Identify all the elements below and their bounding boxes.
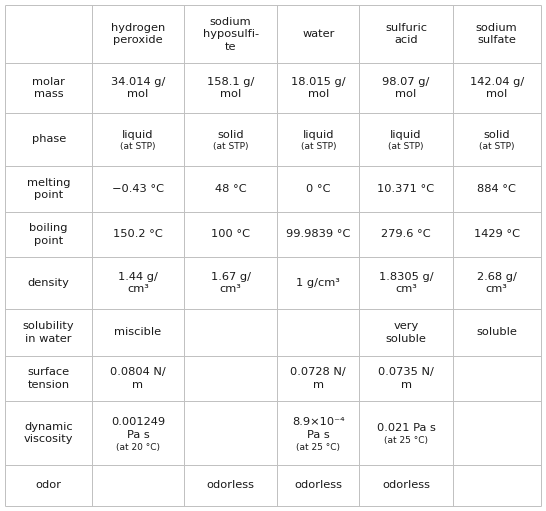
Text: (at STP): (at STP) (479, 142, 514, 151)
Text: liquid: liquid (390, 130, 422, 140)
Text: 48 °C: 48 °C (215, 184, 246, 194)
Text: surface
tension: surface tension (28, 367, 70, 389)
Text: 99.9839 °C: 99.9839 °C (286, 229, 351, 240)
Text: (at 25 °C): (at 25 °C) (384, 436, 428, 445)
Text: 1.67 g/
cm³: 1.67 g/ cm³ (211, 272, 251, 294)
Text: sodium
sulfate: sodium sulfate (476, 23, 518, 45)
Text: liquid: liquid (122, 130, 153, 140)
Text: very
soluble: very soluble (385, 321, 426, 343)
Text: liquid: liquid (302, 130, 334, 140)
Text: sulfuric
acid: sulfuric acid (385, 23, 427, 45)
Text: dynamic
viscosity: dynamic viscosity (24, 422, 74, 444)
Text: (at 25 °C): (at 25 °C) (296, 444, 340, 452)
Text: 18.015 g/
mol: 18.015 g/ mol (291, 77, 346, 100)
Text: (at STP): (at STP) (120, 142, 156, 151)
Text: 98.07 g/
mol: 98.07 g/ mol (382, 77, 430, 100)
Text: hydrogen
peroxide: hydrogen peroxide (111, 23, 165, 45)
Text: odorless: odorless (294, 480, 342, 491)
Text: 150.2 °C: 150.2 °C (113, 229, 163, 240)
Text: 10.371 °C: 10.371 °C (377, 184, 435, 194)
Text: miscible: miscible (114, 328, 162, 337)
Text: solid: solid (483, 130, 510, 140)
Text: solubility
in water: solubility in water (23, 321, 75, 343)
Text: 142.04 g/
mol: 142.04 g/ mol (470, 77, 524, 100)
Text: 1429 °C: 1429 °C (474, 229, 520, 240)
Text: −0.43 °C: −0.43 °C (112, 184, 164, 194)
Text: 1.8305 g/
cm³: 1.8305 g/ cm³ (379, 272, 434, 294)
Text: boiling
point: boiling point (29, 223, 68, 246)
Text: (at STP): (at STP) (388, 142, 424, 151)
Text: phase: phase (32, 134, 66, 145)
Text: melting
point: melting point (27, 178, 70, 200)
Text: 1.44 g/
cm³: 1.44 g/ cm³ (118, 272, 158, 294)
Text: 8.9×10⁻⁴
Pa s: 8.9×10⁻⁴ Pa s (292, 417, 345, 439)
Text: solid: solid (217, 130, 244, 140)
Text: soluble: soluble (476, 328, 517, 337)
Text: 0.001249
Pa s: 0.001249 Pa s (111, 417, 165, 439)
Text: 34.014 g/
mol: 34.014 g/ mol (111, 77, 165, 100)
Text: 279.6 °C: 279.6 °C (381, 229, 431, 240)
Text: 0.021 Pa s: 0.021 Pa s (377, 423, 436, 433)
Text: 2.68 g/
cm³: 2.68 g/ cm³ (477, 272, 517, 294)
Text: odor: odor (35, 480, 62, 491)
Text: 0 °C: 0 °C (306, 184, 330, 194)
Text: 0.0728 N/
m: 0.0728 N/ m (290, 367, 346, 389)
Text: 0.0735 N/
m: 0.0735 N/ m (378, 367, 434, 389)
Text: odorless: odorless (206, 480, 254, 491)
Text: 884 °C: 884 °C (477, 184, 516, 194)
Text: (at STP): (at STP) (213, 142, 248, 151)
Text: molar
mass: molar mass (32, 77, 65, 100)
Text: 100 °C: 100 °C (211, 229, 250, 240)
Text: odorless: odorless (382, 480, 430, 491)
Text: sodium
hyposulfi-
te: sodium hyposulfi- te (203, 17, 259, 52)
Text: (at STP): (at STP) (300, 142, 336, 151)
Text: (at 20 °C): (at 20 °C) (116, 444, 160, 452)
Text: 0.0804 N/
m: 0.0804 N/ m (110, 367, 166, 389)
Text: 158.1 g/
mol: 158.1 g/ mol (207, 77, 254, 100)
Text: water: water (302, 29, 335, 39)
Text: 1 g/cm³: 1 g/cm³ (296, 278, 340, 288)
Text: density: density (28, 278, 70, 288)
